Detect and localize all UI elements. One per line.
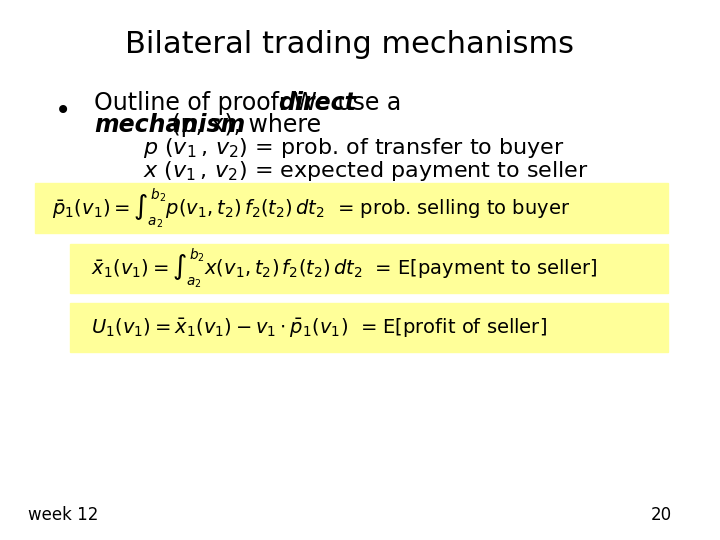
Text: $\bar{x}_1(v_1) = \int_{a_2}^{b_2} x(v_1,t_2)\,f_2(t_2)\,dt_2$  = E[payment to s: $\bar{x}_1(v_1) = \int_{a_2}^{b_2} x(v_1…	[91, 246, 597, 291]
FancyBboxPatch shape	[70, 244, 668, 293]
Text: $U_1(v_1) = \bar{x}_1(v_1) - v_1 \cdot \bar{p}_1(v_1)$  = E[profit of seller]: $U_1(v_1) = \bar{x}_1(v_1) - v_1 \cdot \…	[91, 316, 546, 339]
Text: Bilateral trading mechanisms: Bilateral trading mechanisms	[125, 30, 574, 59]
Text: $x$ $(v_1\,,\, v_2)$ = expected payment to seller: $x$ $(v_1\,,\, v_2)$ = expected payment …	[143, 159, 589, 183]
Text: direct: direct	[278, 91, 356, 114]
Text: $\bar{p}_1(v_1) = \int_{a_2}^{b_2} p(v_1,t_2)\,f_2(t_2)\,dt_2$  = prob. selling : $\bar{p}_1(v_1) = \int_{a_2}^{b_2} p(v_1…	[53, 186, 571, 231]
Text: mechanism: mechanism	[94, 113, 246, 137]
Text: Outline of proof: We use a: Outline of proof: We use a	[94, 91, 409, 114]
Text: •: •	[55, 97, 71, 125]
Text: $p$ $(v_1\,,\, v_2)$ = prob. of transfer to buyer: $p$ $(v_1\,,\, v_2)$ = prob. of transfer…	[143, 137, 565, 160]
Text: 20: 20	[650, 506, 671, 524]
Text: week 12: week 12	[28, 506, 99, 524]
Text: (p, x), where: (p, x), where	[164, 113, 321, 137]
FancyBboxPatch shape	[70, 303, 668, 352]
FancyBboxPatch shape	[35, 183, 668, 233]
